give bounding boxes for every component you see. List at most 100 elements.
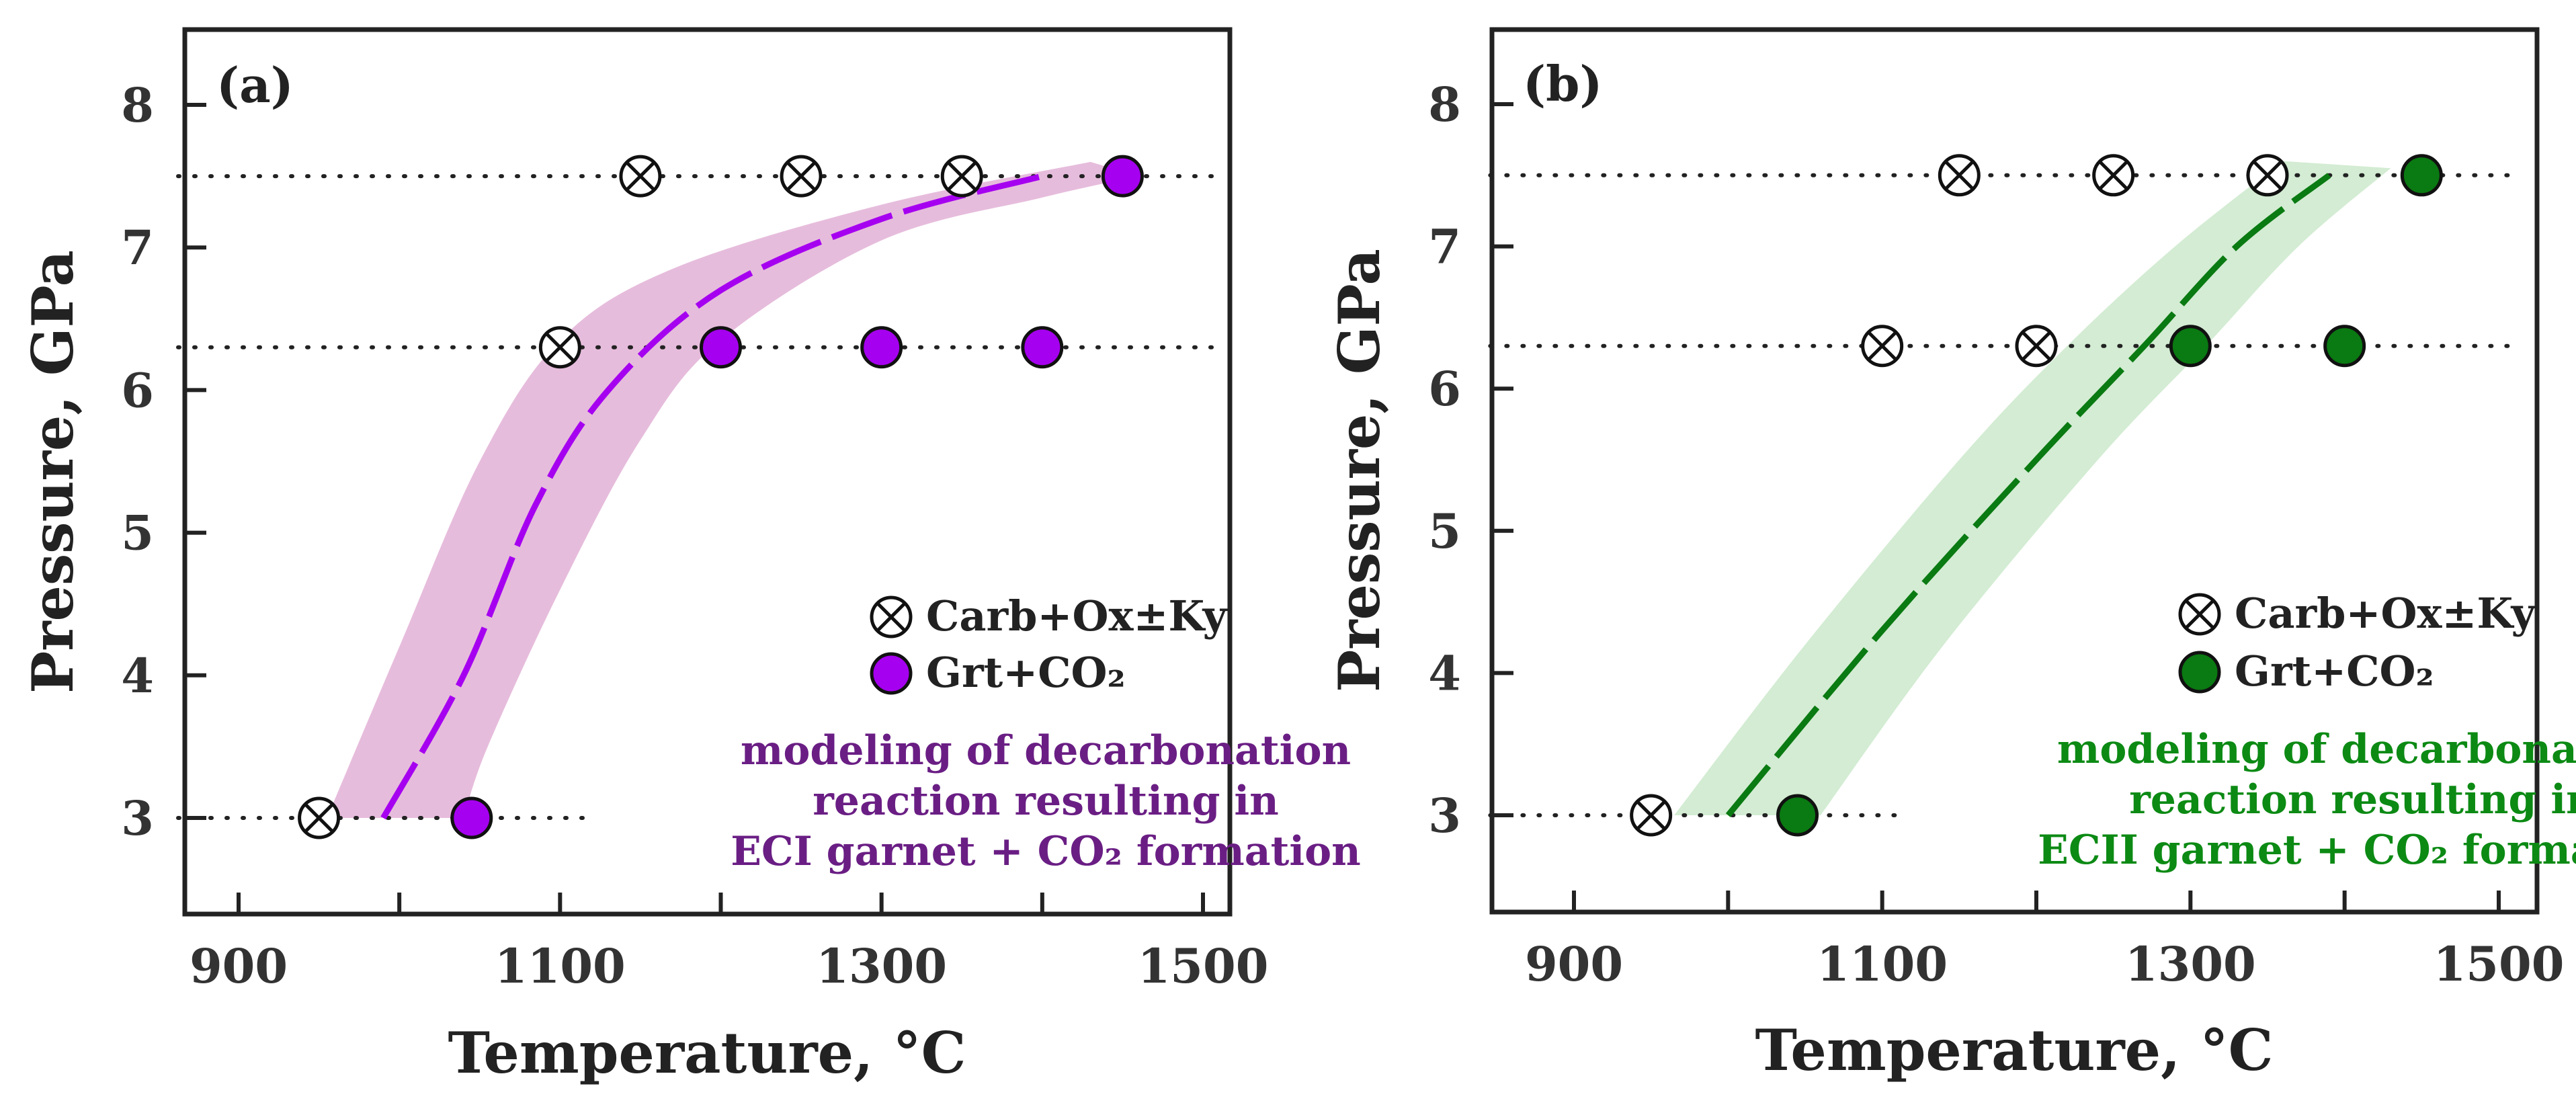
carb-ox-ky-marker-4 [780,155,823,198]
legend: Carb+Ox±Ky Grt+CO₂ [2178,589,2537,696]
uncertainty-band [327,161,1139,818]
carb-ox-ky-marker-3 [619,155,662,198]
annotation-line-2: reaction resulting in [813,778,1279,825]
carb-ox-ky-marker-4-cross-b [1944,160,1975,190]
carb-ox-ky-marker-1-cross-b [304,802,334,833]
uncertainty-band-layer [327,161,1139,818]
x-tick-label-1500: 1500 [1138,938,1269,994]
x-tick-label-1300: 1300 [816,938,947,994]
legend-filled-circle-icon [870,652,913,695]
legend-filled-circle-icon [2178,651,2221,694]
reaction-curve-layer [380,173,1043,820]
grt-co2-marker-2 [2169,325,2212,368]
carb-ox-ky-marker-5 [940,155,983,198]
carb-ox-ky-marker-2-cross-b [545,332,575,362]
y-axis-ticks: 3 4 5 6 7 8 [121,77,206,846]
annotation-line-2: reaction resulting in [2129,776,2576,823]
x-tick-label-900: 900 [190,938,288,994]
annotation-line-1: modeling of decarbonation [2057,726,2576,773]
legend-crossed-circle-icon [870,595,913,638]
y-axis-ticks: 3 4 5 6 7 8 [1428,77,1513,843]
x-axis-label: Temperature, °C [1755,1017,2274,1083]
grt-co2-marker-2 [700,326,742,369]
reference-lines [1488,173,2523,817]
legend-label-grt: Grt+CO₂ [926,648,1126,697]
y-tick-label-5: 5 [121,505,154,561]
x-axis-ticks: 900 1100 1300 1500 [1525,891,2564,992]
y-tick-label-3: 3 [121,790,154,846]
y-tick-label-7: 7 [121,220,154,276]
carb-ox-ky-marker-2-cross-b [1867,331,1897,361]
carb-ox-ky-marker-1-cross-b [1636,800,1666,831]
carb-ox-ky-marker-5 [2092,154,2135,197]
uncertainty-band [1674,161,2391,815]
x-axis-label: Temperature, °C [448,1020,966,1086]
annotation-line-3: ECI garnet + CO₂ formation [731,828,1361,875]
uncertainty-band-layer [1674,161,2391,815]
reaction-curve [380,173,1043,820]
reaction-curve-layer [1725,173,2331,817]
carb-ox-ky-marker-3-cross-b [625,161,655,192]
y-tick-label-5: 5 [1428,503,1461,559]
legend-marker-carb [2178,593,2221,636]
grt-co2-marker-3 [2323,325,2366,368]
plot-frame [1489,27,2540,915]
y-tick-label-6: 6 [121,362,154,418]
carb-ox-ky-marker-4-cross-b [786,161,817,192]
y-axis-label: Pressure, GPa [19,250,86,694]
annotation-line-1: modeling of decarbonation [741,727,1351,774]
carb-ox-ky-marker-6 [2246,154,2289,197]
x-tick-label-1500: 1500 [2434,936,2565,992]
legend-label-carb: Carb+Ox±Ky [2235,589,2537,638]
x-tick-label-1300: 1300 [2125,936,2256,992]
panel-letter: (b) [1523,55,1602,112]
x-tick-label-900: 900 [1525,936,1623,992]
legend-label-grt: Grt+CO₂ [2235,647,2434,696]
y-axis-label: Pressure, GPa [1326,249,1393,692]
carb-ox-ky-marker-5-cross-b [947,161,977,192]
grt-co2-marker-5 [1101,155,1144,198]
carb-ox-ky-marker-1 [1630,794,1673,837]
legend-crossed-circle-icon [2178,593,2221,636]
legend-marker-carb [870,595,913,638]
x-tick-label-1100: 1100 [1817,936,1948,992]
annotation-line-3: ECII garnet + CO₂ formation [2038,827,2576,874]
data-markers [298,155,1144,839]
annotation: modeling of decarbonation reaction resul… [731,727,1361,875]
panel-b: 900 1100 1300 1500 3 4 5 6 7 8 (b) Temperature, … [1326,27,2576,1083]
panel-a: 900 1100 1300 1500 3 4 5 6 7 8 (a) Temperature, … [19,27,1361,1086]
carb-ox-ky-marker-3-cross-b [2021,331,2052,361]
legend-crossed-circle-icon-cross-b [876,602,907,632]
grt-co2-marker-4 [2400,154,2443,197]
y-tick-label-3: 3 [1428,788,1461,843]
y-tick-label-8: 8 [1428,77,1461,132]
panel-letter: (a) [216,56,294,114]
annotation: modeling of decarbonation reaction resul… [2038,726,2576,874]
carb-ox-ky-marker-2 [1861,325,1904,368]
carb-ox-ky-marker-5-cross-b [2098,160,2128,190]
y-tick-label-4: 4 [121,648,154,704]
legend-crossed-circle-icon-cross-b [2184,599,2215,630]
reaction-curve [1725,173,2331,817]
legend-marker-grt [870,652,913,695]
plot-frame [182,27,1233,917]
grt-co2-marker-1 [450,796,493,839]
x-tick-label-1100: 1100 [495,938,626,994]
carb-ox-ky-marker-3 [2015,325,2058,368]
legend-marker-grt [2178,651,2221,694]
y-tick-label-7: 7 [1428,219,1461,275]
y-tick-label-4: 4 [1428,645,1461,701]
y-tick-label-6: 6 [1428,361,1461,417]
x-axis-ticks: 900 1100 1300 1500 [190,893,1268,994]
legend-label-carb: Carb+Ox±Ky [926,591,1229,641]
legend: Carb+Ox±Ky Grt+CO₂ [870,591,1229,697]
grt-co2-marker-1 [1776,794,1819,837]
carb-ox-ky-marker-2 [538,326,581,369]
y-tick-label-8: 8 [121,77,154,133]
data-markers [1630,154,2443,837]
carb-ox-ky-marker-1 [298,796,341,839]
grt-co2-marker-4 [1021,326,1064,369]
carb-ox-ky-marker-4 [1938,154,1981,197]
grt-co2-marker-3 [860,326,903,369]
